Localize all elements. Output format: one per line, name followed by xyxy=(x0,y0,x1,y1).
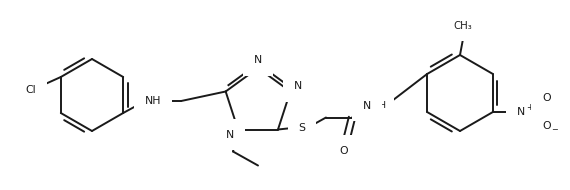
Text: O: O xyxy=(340,146,348,155)
Text: NH: NH xyxy=(145,96,161,106)
Text: N: N xyxy=(517,107,525,117)
Text: −: − xyxy=(551,126,557,135)
Text: N: N xyxy=(363,101,371,111)
Text: N: N xyxy=(294,82,303,92)
Text: S: S xyxy=(299,123,306,132)
Text: O: O xyxy=(542,121,551,131)
Text: Cl: Cl xyxy=(26,85,36,95)
Text: O: O xyxy=(542,93,551,103)
Text: H: H xyxy=(378,101,385,110)
Text: N: N xyxy=(226,130,234,139)
Text: N: N xyxy=(254,55,262,65)
Text: CH₃: CH₃ xyxy=(454,21,473,31)
Text: +: + xyxy=(526,104,532,112)
